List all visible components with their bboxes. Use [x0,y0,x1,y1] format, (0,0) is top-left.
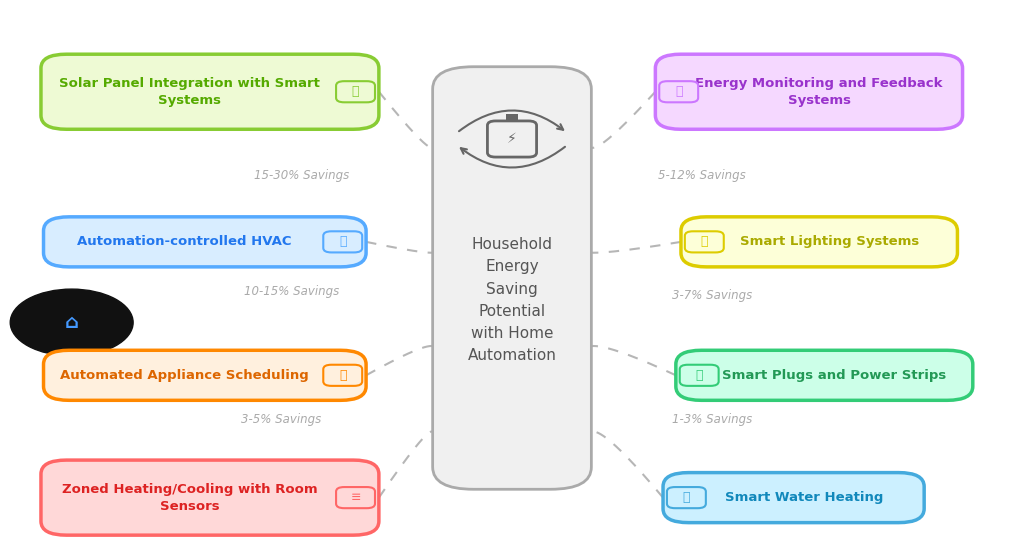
Text: Smart Lighting Systems: Smart Lighting Systems [739,235,920,249]
Text: 5-12% Savings: 5-12% Savings [657,168,745,182]
Text: 🖥: 🖥 [675,85,682,98]
FancyBboxPatch shape [664,473,924,523]
Text: 🏠: 🏠 [339,235,346,249]
FancyBboxPatch shape [41,460,379,535]
Text: ≡: ≡ [350,491,360,504]
FancyBboxPatch shape [336,81,375,102]
Text: ⌂: ⌂ [65,313,79,332]
Text: Energy Monitoring and Feedback
Systems: Energy Monitoring and Feedback Systems [695,77,943,107]
Text: 3-7% Savings: 3-7% Savings [672,289,752,302]
Text: Automated Appliance Scheduling: Automated Appliance Scheduling [60,369,308,382]
FancyBboxPatch shape [432,67,592,489]
Text: Solar Panel Integration with Smart
Systems: Solar Panel Integration with Smart Syste… [59,77,319,107]
Text: 🌲: 🌲 [352,85,359,98]
Text: 📅: 📅 [339,369,346,382]
Text: 15-30% Savings: 15-30% Savings [254,168,350,182]
FancyBboxPatch shape [41,54,379,130]
FancyBboxPatch shape [336,487,375,508]
FancyBboxPatch shape [667,487,706,508]
Text: Zoned Heating/Cooling with Room
Sensors: Zoned Heating/Cooling with Room Sensors [61,483,317,513]
FancyBboxPatch shape [681,217,957,267]
FancyBboxPatch shape [506,114,518,121]
FancyBboxPatch shape [659,81,698,102]
FancyBboxPatch shape [680,365,719,386]
Text: ⚡: ⚡ [507,132,517,146]
Text: 🚿: 🚿 [683,491,690,504]
Text: Household
Energy
Saving
Potential
with Home
Automation: Household Energy Saving Potential with H… [468,237,556,363]
Text: 💡: 💡 [700,235,708,249]
Circle shape [10,289,133,356]
FancyBboxPatch shape [685,231,724,252]
Text: 1-3% Savings: 1-3% Savings [672,413,752,426]
Text: ⏻: ⏻ [695,369,702,382]
Text: Smart Water Heating: Smart Water Heating [725,491,883,504]
FancyBboxPatch shape [44,350,367,400]
FancyBboxPatch shape [676,350,973,400]
FancyBboxPatch shape [324,365,362,386]
Text: 10-15% Savings: 10-15% Savings [244,285,340,299]
Text: 3-5% Savings: 3-5% Savings [242,413,322,426]
Text: Smart Plugs and Power Strips: Smart Plugs and Power Strips [723,369,946,382]
FancyBboxPatch shape [324,231,362,252]
Text: Automation-controlled HVAC: Automation-controlled HVAC [77,235,292,249]
FancyBboxPatch shape [655,54,963,130]
FancyBboxPatch shape [44,217,367,267]
